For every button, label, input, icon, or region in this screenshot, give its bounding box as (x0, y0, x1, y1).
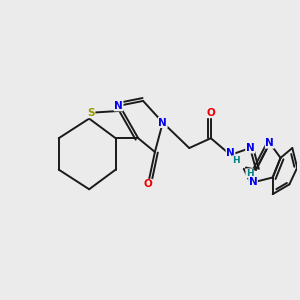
Text: N: N (249, 177, 257, 188)
Text: N: N (226, 148, 235, 158)
Text: N: N (114, 101, 123, 111)
Text: H: H (232, 156, 240, 165)
Text: O: O (144, 179, 152, 189)
Text: O: O (206, 108, 215, 118)
Text: N: N (246, 143, 254, 153)
Text: N: N (158, 118, 167, 128)
Text: N: N (266, 138, 274, 148)
Text: S: S (87, 108, 95, 118)
Text: H: H (246, 169, 253, 178)
